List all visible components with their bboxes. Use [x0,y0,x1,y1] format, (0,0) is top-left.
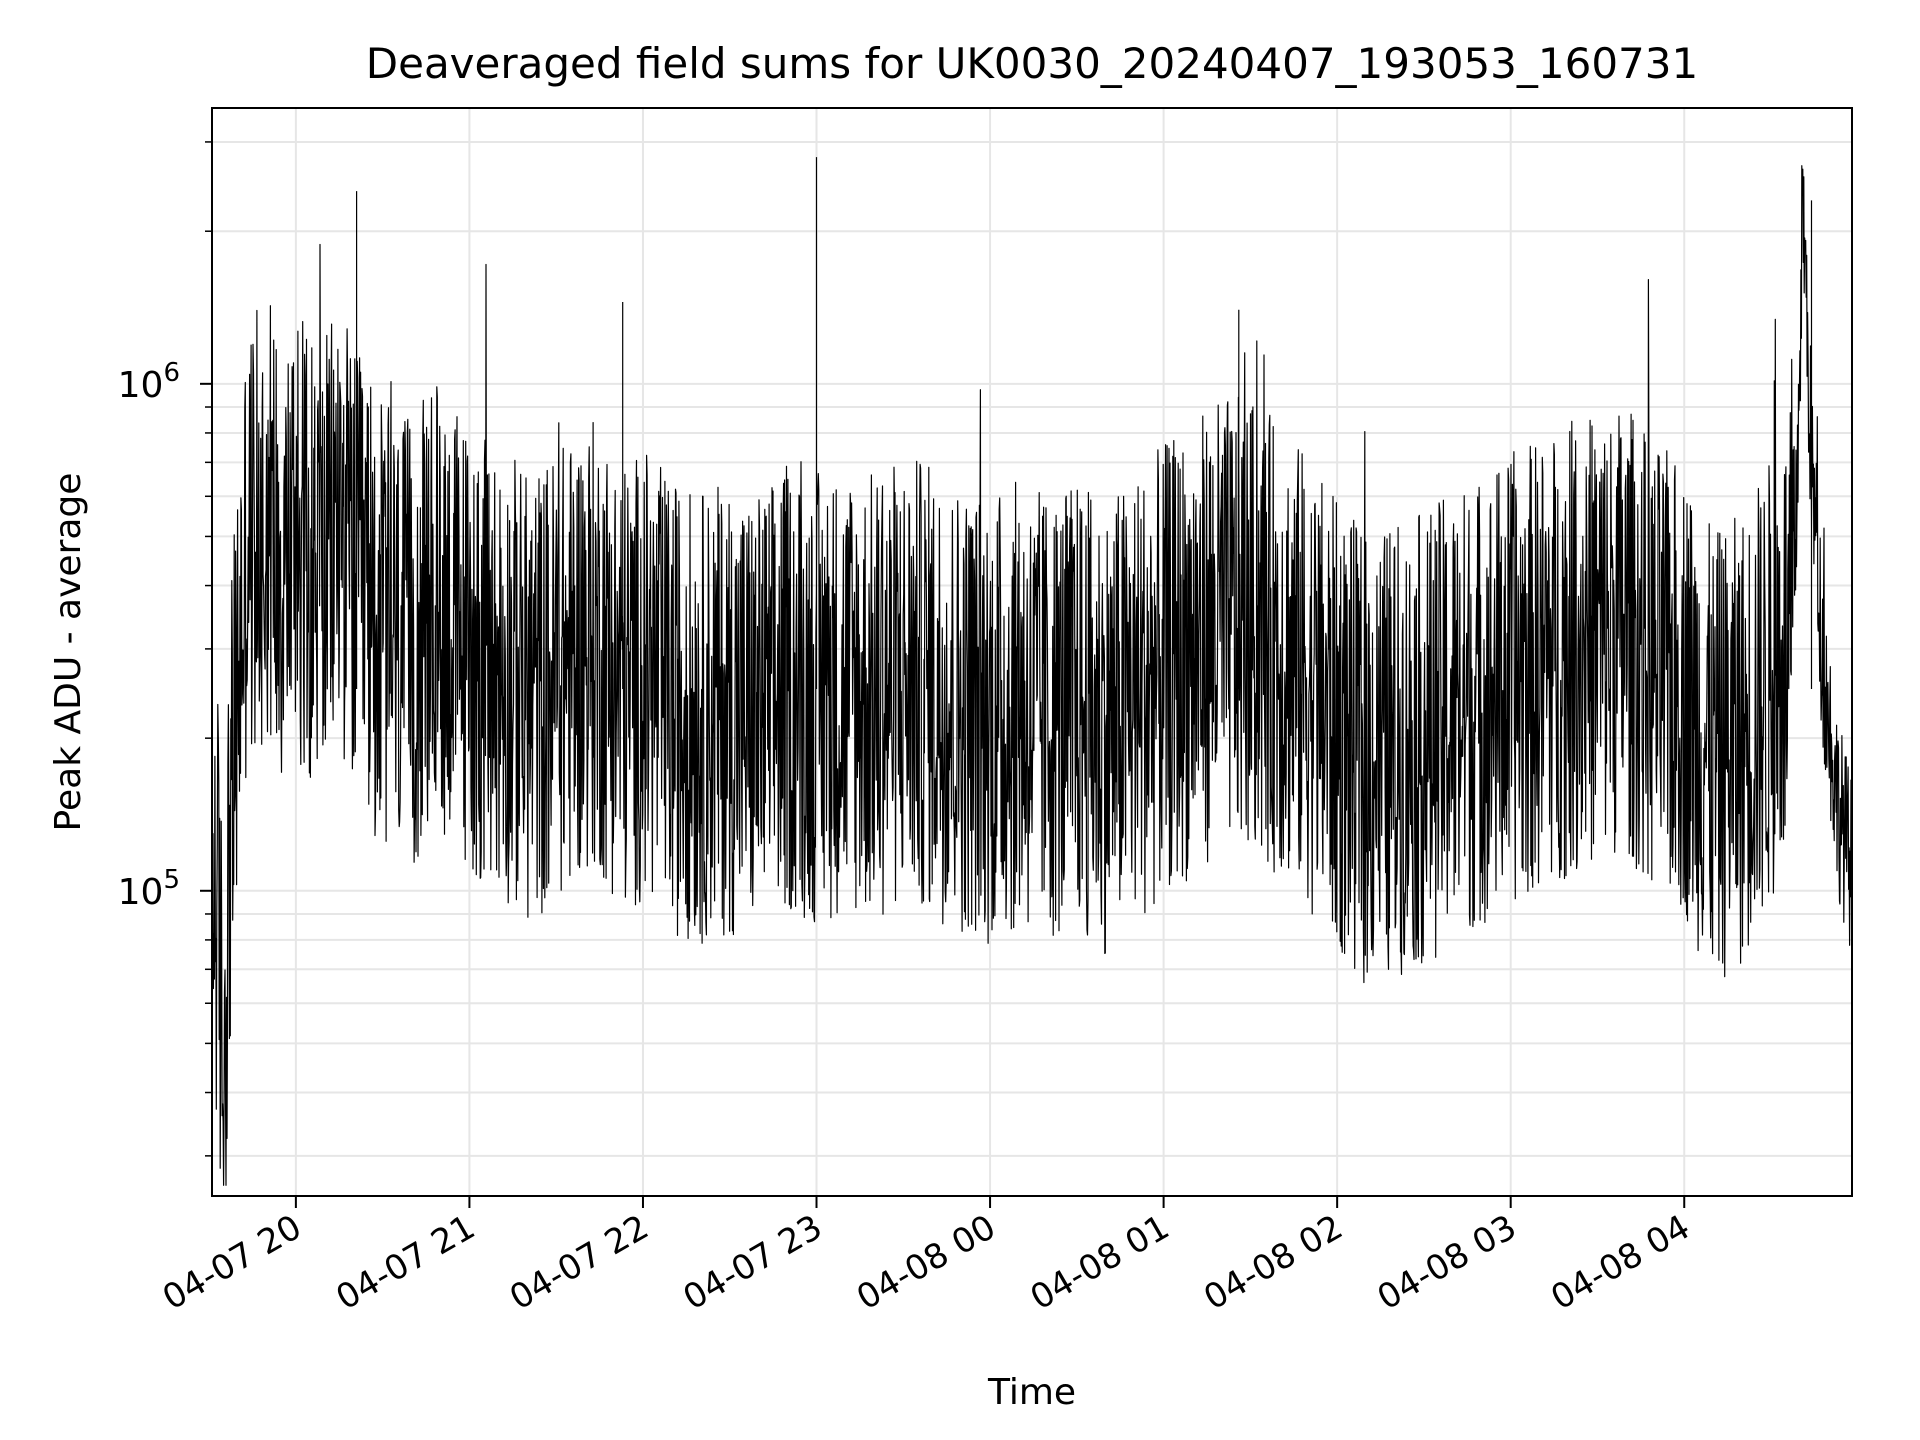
y-tick-label: 106 [118,358,180,406]
x-axis-label: Time [987,1372,1076,1413]
y-tick-label: 105 [118,865,180,913]
series-group [211,157,1853,1186]
grid [212,108,1852,1196]
plot-frame [211,107,1853,1197]
chart-title: Deaveraged field sums for UK0030_2024040… [366,39,1698,88]
y-axis-label: Peak ADU - average [48,473,89,832]
series-line [211,157,1853,1186]
y-axis-ticks: 105 106 [118,141,212,1157]
